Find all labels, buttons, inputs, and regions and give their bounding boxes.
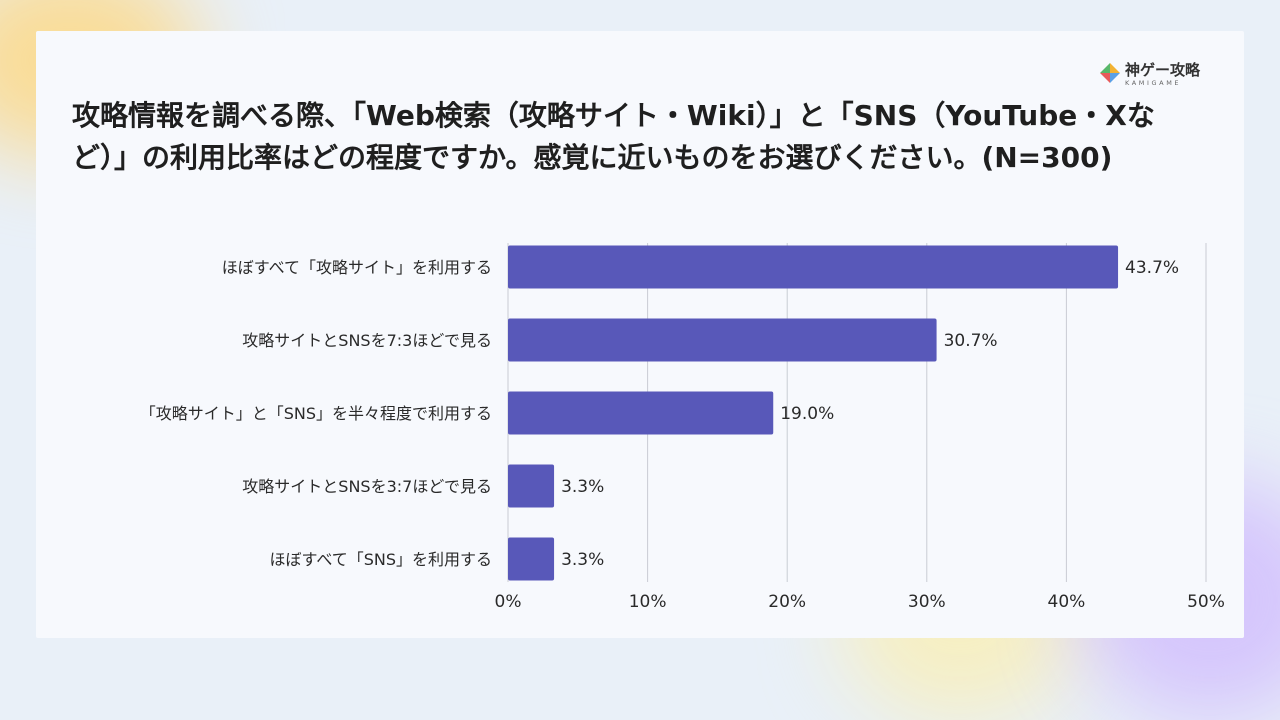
category-label: 「攻略サイト」と「SNS」を半々程度で利用する (140, 404, 492, 423)
bar-chart: 0% 10% 20% 30% 40% 50% ほぼすべて「攻略サイト」を利用する 43.7% 攻… (140, 243, 1225, 612)
kamigame-logo-icon (1100, 63, 1120, 83)
category-label: ほぼすべて「攻略サイト」を利用する (222, 258, 492, 277)
data-label: 19.0% (780, 404, 834, 424)
x-tick-label: 50% (1187, 592, 1225, 612)
bar (508, 391, 774, 435)
x-tick-label: 20% (768, 592, 806, 612)
data-label: 3.3% (561, 477, 604, 497)
logo-name: 神ゲー攻略 (1125, 61, 1201, 79)
logo-subtitle: KAMIGAME (1125, 79, 1182, 87)
x-tick-label: 30% (908, 592, 946, 612)
x-tick-label: 0% (495, 592, 522, 612)
x-tick-label: 40% (1048, 592, 1086, 612)
category-label: 攻略サイトとSNSを7:3ほどで見る (242, 331, 492, 350)
chart-title: 攻略情報を調べる際、「Web検索（攻略サイト・Wiki）」と「SNS（YouTu… (72, 99, 1155, 174)
category-label: ほぼすべて「SNS」を利用する (269, 550, 492, 569)
data-label: 30.7% (944, 331, 998, 351)
data-label: 3.3% (561, 550, 604, 570)
kamigame-logo: 神ゲー攻略 KAMIGAME (1099, 62, 1200, 88)
bar (508, 464, 555, 508)
data-label: 43.7% (1125, 258, 1179, 278)
bar (508, 537, 555, 581)
category-label: 攻略サイトとSNSを3:7ほどで見る (242, 477, 492, 496)
x-tick-label: 10% (629, 592, 667, 612)
bar (508, 245, 1119, 289)
bar (508, 318, 937, 362)
